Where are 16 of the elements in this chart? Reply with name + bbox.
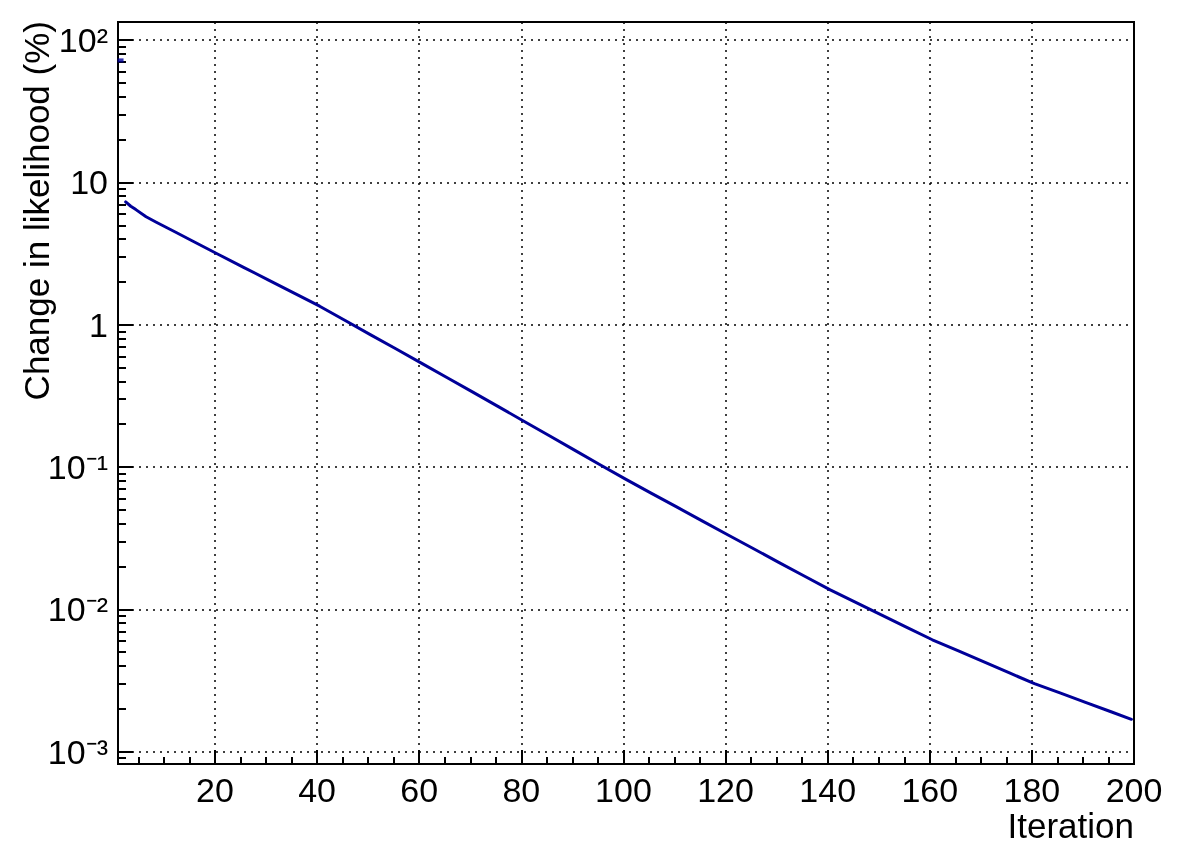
y-tick-label: 10² bbox=[58, 21, 108, 60]
y-tick-label: 10 bbox=[70, 163, 108, 202]
line-series bbox=[124, 200, 1133, 721]
y-tick-label: 10⁻¹ bbox=[47, 448, 108, 487]
x-tick-label: 160 bbox=[901, 771, 959, 809]
y-tick-label: 1 bbox=[89, 305, 108, 344]
x-tick-label: 40 bbox=[298, 771, 337, 809]
y-tick-label: 10⁻³ bbox=[47, 732, 108, 771]
x-tick-label: 80 bbox=[502, 771, 541, 809]
y-axis-title: Change in likelihood (%) bbox=[16, 21, 56, 401]
x-tick-label: 140 bbox=[799, 771, 857, 809]
x-tick-label: 60 bbox=[400, 771, 439, 809]
x-tick-label: 20 bbox=[196, 771, 234, 809]
x-tick-label: 120 bbox=[697, 771, 754, 809]
x-tick-label: 100 bbox=[595, 771, 652, 809]
y-tick-label: 10⁻² bbox=[47, 590, 108, 629]
